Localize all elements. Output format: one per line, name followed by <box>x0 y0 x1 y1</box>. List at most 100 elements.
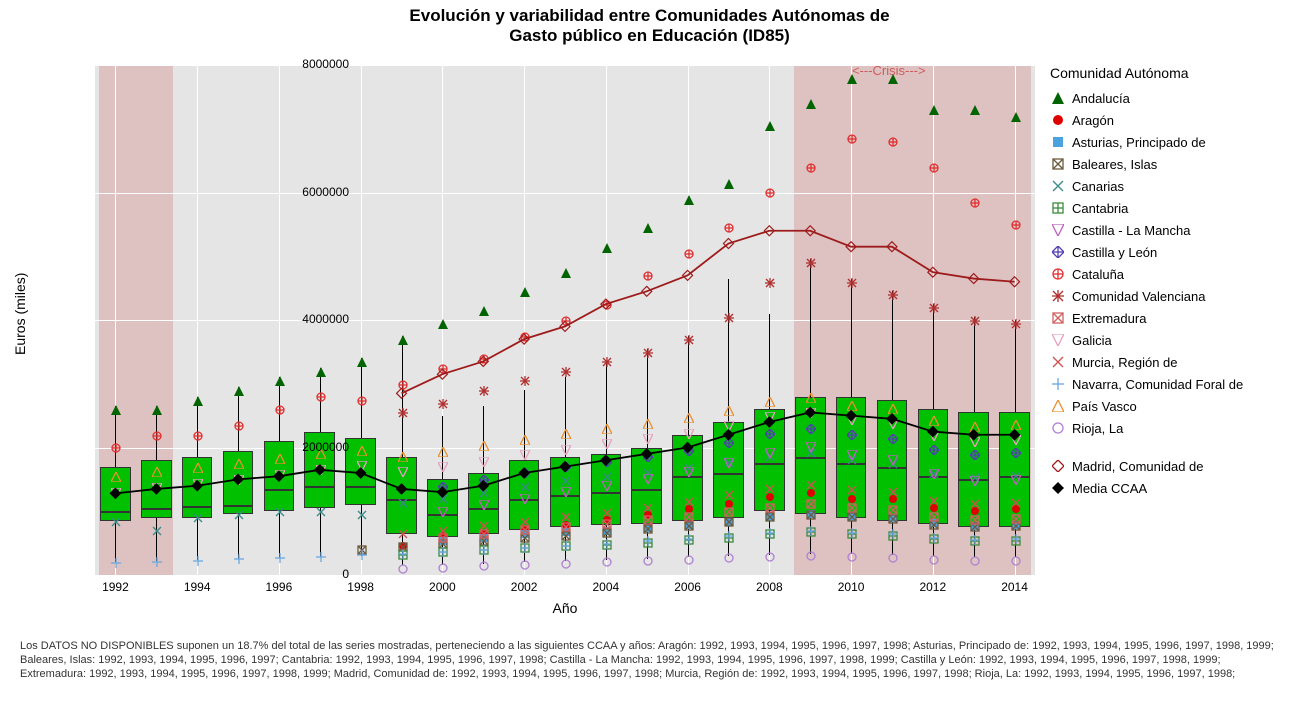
point-clm <box>602 478 610 486</box>
point-galicia <box>847 412 855 420</box>
point-cyl <box>765 426 773 434</box>
point-extremadura <box>806 496 814 504</box>
point-cataluna <box>111 440 119 448</box>
point-paisvasco <box>847 398 855 406</box>
point-murcia <box>806 477 814 485</box>
point-cyl <box>970 447 978 455</box>
point-cyl <box>847 427 855 435</box>
point-paisvasco <box>561 426 569 434</box>
point-cataluna <box>806 160 814 168</box>
ytick-label: 6000000 <box>269 185 349 199</box>
point-canarias <box>398 495 406 503</box>
point-extremadura <box>1011 511 1019 519</box>
point-andalucia <box>970 102 978 110</box>
point-canarias <box>152 523 160 531</box>
point-valenciana <box>520 373 528 381</box>
point-valenciana <box>724 310 732 318</box>
point-extremadura <box>643 512 651 520</box>
point-andalucia <box>724 176 732 184</box>
point-navarra <box>111 555 119 563</box>
point-murcia <box>602 505 610 513</box>
point-galicia <box>684 426 692 434</box>
point-andalucia <box>888 71 896 79</box>
point-cyl <box>888 431 896 439</box>
point-galicia <box>970 434 978 442</box>
point-murcia <box>643 500 651 508</box>
legend-item: Canarias <box>1050 175 1290 197</box>
point-cyl <box>602 454 610 462</box>
chart-container: Euros (miles) <---Crisis---> Año Comunid… <box>0 55 1299 635</box>
point-paisvasco <box>438 444 446 452</box>
point-cataluna <box>970 195 978 203</box>
point-galicia <box>357 458 365 466</box>
point-paisvasco <box>724 403 732 411</box>
point-cataluna <box>847 131 855 139</box>
point-rioja <box>561 556 569 564</box>
legend-item: Comunidad Valenciana <box>1050 285 1290 307</box>
point-valenciana <box>806 255 814 263</box>
legend-item: Madrid, Comunidad de <box>1050 455 1290 477</box>
point-canarias <box>479 485 487 493</box>
point-cyl <box>684 443 692 451</box>
point-clm <box>479 497 487 505</box>
point-murcia <box>929 493 937 501</box>
legend-title: Comunidad Autónoma <box>1050 65 1290 81</box>
point-navarra <box>275 550 283 558</box>
point-galicia <box>193 476 201 484</box>
point-paisvasco <box>602 421 610 429</box>
point-rioja <box>684 552 692 560</box>
legend-item: Navarra, Comunidad Foral de <box>1050 373 1290 395</box>
point-cyl <box>479 472 487 480</box>
point-murcia <box>520 514 528 522</box>
point-navarra <box>970 532 978 540</box>
point-paisvasco <box>193 460 201 468</box>
point-andalucia <box>684 192 692 200</box>
point-andalucia <box>193 393 201 401</box>
point-navarra <box>724 528 732 536</box>
point-valenciana <box>765 275 773 283</box>
point-navarra <box>193 553 201 561</box>
point-valenciana <box>479 383 487 391</box>
point-murcia <box>765 481 773 489</box>
legend-item: Asturias, Principado de <box>1050 131 1290 153</box>
point-canarias <box>520 479 528 487</box>
point-paisvasco <box>888 401 896 409</box>
point-extremadura <box>765 500 773 508</box>
point-andalucia <box>847 71 855 79</box>
point-canarias <box>111 514 119 522</box>
point-andalucia <box>357 354 365 362</box>
point-extremadura <box>970 512 978 520</box>
point-clm <box>684 464 692 472</box>
point-galicia <box>561 442 569 450</box>
point-cyl <box>438 479 446 487</box>
point-murcia <box>970 496 978 504</box>
legend-item: Castilla y León <box>1050 241 1290 263</box>
xtick-label: 2010 <box>831 580 871 594</box>
point-cyl <box>806 421 814 429</box>
point-navarra <box>847 525 855 533</box>
point-andalucia <box>643 220 651 228</box>
point-cyl <box>1011 445 1019 453</box>
point-clm <box>561 484 569 492</box>
legend-item: Andalucía <box>1050 87 1290 109</box>
point-paisvasco <box>234 456 242 464</box>
point-extremadura <box>929 509 937 517</box>
point-canarias <box>316 504 324 512</box>
point-cataluna <box>724 220 732 228</box>
point-clm <box>724 455 732 463</box>
point-canarias <box>602 469 610 477</box>
point-navarra <box>888 526 896 534</box>
legend-item: País Vasco <box>1050 395 1290 417</box>
point-galicia <box>479 454 487 462</box>
point-paisvasco <box>970 419 978 427</box>
legend: Comunidad Autónoma AndalucíaAragónAsturi… <box>1050 65 1290 499</box>
point-paisvasco <box>929 413 937 421</box>
point-paisvasco <box>806 390 814 398</box>
legend-item: Media CCAA <box>1050 477 1290 499</box>
point-galicia <box>643 431 651 439</box>
point-galicia <box>765 409 773 417</box>
point-galicia <box>1011 432 1019 440</box>
point-valenciana <box>888 287 896 295</box>
x-axis-label: Año <box>95 600 1035 616</box>
point-galicia <box>398 464 406 472</box>
